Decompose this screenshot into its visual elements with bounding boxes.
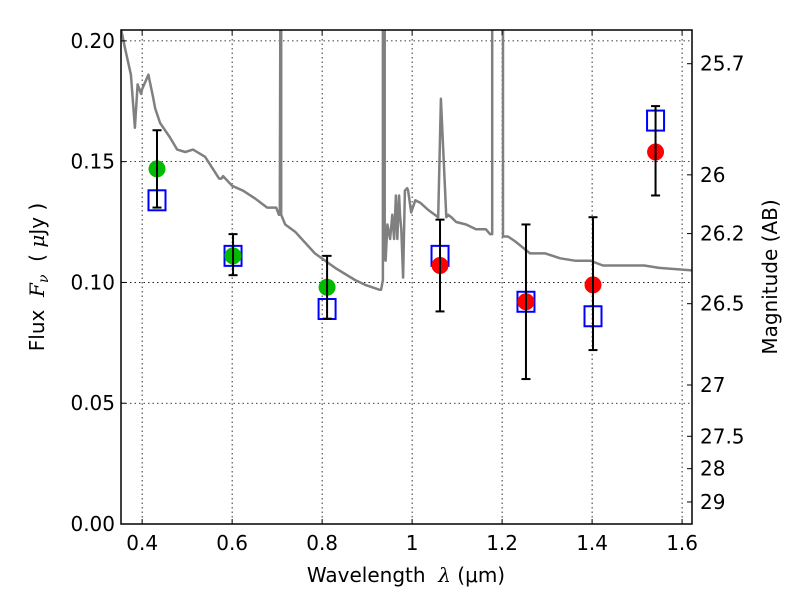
y-axis-label-unit-open: (	[25, 248, 49, 275]
y2-tick-label: 26	[700, 163, 725, 187]
x-axis-label: Wavelength λ (μm)	[307, 563, 505, 587]
y2-tick-label: 25.7	[700, 52, 745, 76]
x-tick-label: 1.2	[486, 531, 518, 555]
y-tick-label: 0.10	[70, 270, 115, 294]
y-axis-label-unit-rest: Jy )	[25, 203, 49, 237]
x-axis-label-symbol: λ	[437, 563, 451, 587]
x-tick-label: 0.8	[306, 531, 338, 555]
x-tick-label: 1.6	[666, 531, 698, 555]
y-axis-ticks: 0.00 0.05 0.10 0.15 0.20	[70, 29, 126, 536]
y-axis-label-prefix: Flux	[25, 297, 49, 351]
y2-tick-label: 27	[700, 373, 725, 397]
spectrum-line	[121, 30, 692, 291]
x-tick-label: 1.4	[576, 531, 608, 555]
y-tick-label: 0.05	[70, 391, 115, 415]
y-axis-label-subscript: ν	[36, 274, 52, 283]
y2-tick-label: 28	[700, 457, 725, 481]
y-tick-label: 0.20	[70, 29, 115, 53]
y-tick-label: 0.00	[70, 512, 115, 536]
y-tick-label: 0.15	[70, 150, 115, 174]
x-axis-label-unit: (μm)	[451, 563, 505, 587]
plot-area	[121, 30, 692, 381]
x-tick-label: 0.4	[126, 531, 158, 555]
x-tick-label: 1	[406, 531, 419, 555]
y2-tick-label: 27.5	[700, 424, 745, 448]
y2-tick-label: 26.5	[700, 292, 745, 316]
y2-tick-label: 29	[700, 490, 725, 514]
y-axis-label: Flux Fν ( μJy )	[25, 203, 52, 351]
y2-tick-label: 26.2	[700, 222, 745, 246]
x-axis-label-prefix: Wavelength	[307, 563, 438, 587]
x-tick-label: 0.6	[216, 531, 248, 555]
y-axis-label-symbol: F	[25, 282, 49, 298]
x-axis-ticks: 0.4 0.6 0.8 1 1.2 1.4 1.6	[126, 30, 698, 555]
y2-axis-ticks: 25.7 26 26.2 26.5 27 27.5 28 29	[687, 52, 745, 514]
y-axis-label-unit-mu: μ	[25, 235, 49, 248]
axes-frame	[120, 29, 693, 525]
y2-axis-label: Magnitude (AB)	[758, 199, 782, 354]
